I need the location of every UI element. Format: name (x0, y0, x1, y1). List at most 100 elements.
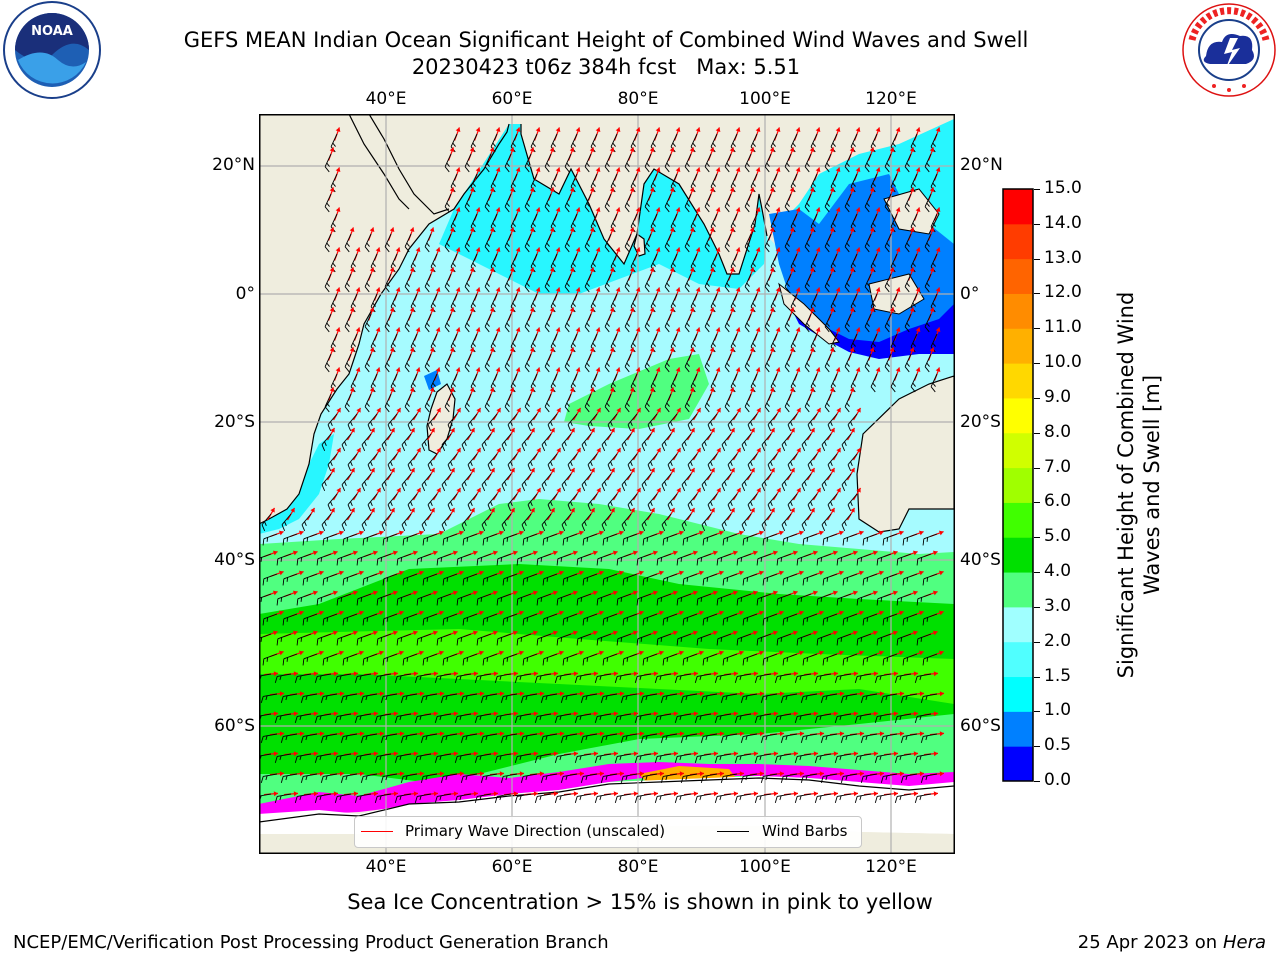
wind-barb (644, 313, 652, 333)
colorbar-tick-label: 7.0 (1044, 456, 1072, 477)
wind-barb (824, 193, 832, 213)
wind-barb (764, 393, 772, 413)
wind-barb (844, 153, 852, 173)
colorbar-tick-mark (1034, 641, 1040, 643)
wind-barb (544, 233, 552, 253)
chart-subtitle: 20230423 t06z 384h fcst Max: 5.51 (411, 55, 801, 79)
wind-barb (704, 353, 712, 373)
wind-barb (664, 273, 672, 293)
wind-barb (924, 233, 932, 253)
colorbar-tick-label: 6.0 (1044, 491, 1072, 512)
wind-barb (664, 313, 672, 333)
wind-barb (584, 273, 592, 293)
wind-barb (384, 233, 392, 253)
wind-barb (444, 353, 452, 373)
wind-barb (824, 393, 832, 413)
colorbar-tick-mark (1034, 676, 1040, 678)
colorbar-tick-label: 4.0 (1044, 561, 1072, 582)
wind-barb (344, 393, 352, 413)
wind-barb (324, 313, 332, 333)
wind-barb (404, 313, 412, 333)
wind-barb (724, 233, 732, 253)
colorbar-tick-mark (1034, 432, 1040, 434)
wind-barb (384, 393, 392, 413)
wind-barb (424, 273, 432, 293)
noaa-logo: NOAA (2, 0, 102, 100)
wind-barb (704, 193, 712, 213)
colorbar-band (1003, 293, 1033, 329)
wind-barb (384, 353, 392, 373)
wind-barb (864, 233, 872, 253)
wind-barb (644, 353, 652, 373)
wind-barb (464, 153, 472, 173)
wind-barb (624, 153, 632, 173)
wave-direction-arrow (392, 407, 402, 421)
lon-label-top: 120°E (865, 89, 917, 109)
wind-barb (444, 273, 452, 293)
wind-barb (704, 273, 712, 293)
colorbar-band (1003, 189, 1033, 225)
colorbar-title: Significant Height of Combined Wind Wave… (1114, 291, 1164, 679)
wind-barb (764, 313, 772, 333)
wind-barb (344, 353, 352, 373)
lon-label-top: 100°E (739, 89, 791, 109)
wind-barb (484, 313, 492, 333)
wind-barb (844, 353, 852, 373)
map-panel (259, 114, 955, 854)
wind-barb (364, 393, 372, 413)
wind-barb (824, 313, 832, 333)
wind-barb (504, 353, 512, 373)
colorbar-tick-mark (1034, 363, 1040, 365)
colorbar-ticks: 0.0 0.5 1.0 1.5 2.0 3.0 4.0 5.0 6.0 7.0 8.0 9.0 10.0… (1034, 178, 1114, 790)
wind-barb (404, 393, 412, 413)
lat-label-right: 0° (960, 284, 980, 304)
wind-barb (524, 153, 532, 173)
wind-barb (664, 393, 672, 413)
graticule (260, 115, 954, 853)
colorbar-tick-mark (1034, 223, 1040, 225)
wind-barb (724, 193, 732, 213)
wind-barb (484, 393, 492, 413)
colorbar-tick-mark (1034, 258, 1040, 260)
wind-barb (804, 193, 812, 213)
wind-barb (864, 153, 872, 173)
wind-barb (884, 193, 892, 213)
wind-barb (604, 393, 612, 413)
wind-barb (504, 233, 512, 253)
wind-barb (890, 373, 898, 393)
wind-barb (604, 353, 612, 373)
colorbar-band (1003, 223, 1033, 260)
wind-barb (584, 233, 592, 253)
wind-barb (484, 233, 492, 253)
noaa-logo-text: NOAA (31, 24, 73, 39)
colorbar-tick-label: 10.0 (1044, 352, 1082, 373)
wind-barb (544, 313, 552, 333)
wind-barb (324, 273, 332, 293)
wind-barb (404, 353, 412, 373)
wind-barb (804, 393, 812, 413)
wind-barb (387, 413, 398, 432)
wind-barb (604, 233, 612, 253)
wind-barb (844, 273, 852, 293)
wind-barb (904, 313, 912, 333)
colorbar-tick-label: 11.0 (1044, 317, 1082, 338)
wind-barb (444, 393, 452, 413)
wind-barb (904, 233, 912, 253)
wind-barb (544, 393, 552, 413)
lon-label-bottom: 80°E (617, 857, 659, 877)
wind-barb (344, 273, 352, 293)
colorbar-tick-label: 8.0 (1044, 421, 1072, 442)
footer-date: 25 Apr 2023 on (1077, 932, 1223, 953)
wind-barb (584, 153, 592, 173)
wind-barb (724, 393, 732, 413)
colorbar-band (1003, 572, 1033, 608)
wind-barb (784, 313, 792, 333)
lon-label-bottom: 40°E (365, 857, 407, 877)
wind-barb (744, 193, 752, 213)
wind-barb (884, 313, 892, 333)
wind-barb (484, 353, 492, 373)
colorbar-tick-mark (1034, 502, 1040, 504)
wave-direction-arrow (412, 407, 422, 421)
wind-barb (724, 153, 732, 173)
wind-barb (684, 313, 692, 333)
